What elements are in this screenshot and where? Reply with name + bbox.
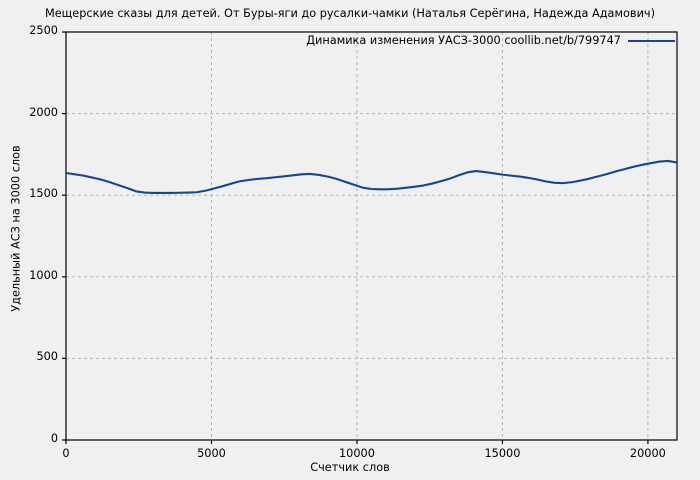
- y-tick-label: 2500: [29, 24, 58, 37]
- plot-frame: [65, 31, 678, 441]
- y-tick-label: 1500: [29, 187, 58, 201]
- y-tick-label: 0: [50, 432, 58, 445]
- chart-title: Мещерские сказы для детей. От Буры-яги д…: [44, 7, 656, 20]
- x-tick-label: 10000: [338, 447, 375, 460]
- x-tick-label: 5000: [197, 447, 226, 460]
- x-axis-label: Счетчик слов: [310, 461, 390, 474]
- y-tick-label: 500: [36, 350, 58, 364]
- y-tick-label: 1000: [29, 268, 58, 282]
- x-tick-label: 20000: [629, 447, 666, 460]
- chart-legend: Динамика изменения УАСЗ-3000 coollib.net…: [306, 34, 675, 47]
- y-tick-label: 2000: [29, 105, 58, 119]
- x-tick-label: 15000: [484, 447, 521, 460]
- x-tick-label: 0: [62, 447, 70, 460]
- legend-line-swatch: [628, 39, 675, 42]
- data-series-line-0: [64, 159, 679, 194]
- legend-entry-label: Динамика изменения УАСЗ-3000 coollib.net…: [306, 34, 621, 47]
